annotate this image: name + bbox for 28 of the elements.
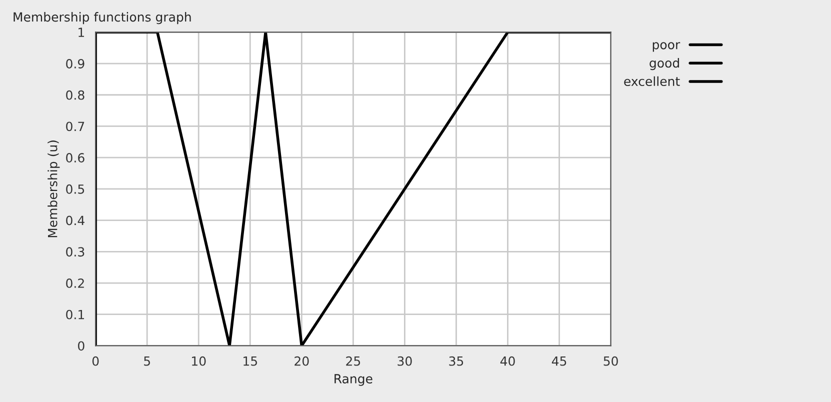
y-tick-label: 0.4 (66, 216, 84, 226)
x-tick-label: 40 (500, 356, 515, 366)
y-tick-label: 0.9 (66, 58, 84, 68)
y-tick-label: 0.8 (66, 90, 84, 100)
x-tick-label: 30 (398, 356, 412, 366)
x-tick-label: 20 (294, 356, 309, 366)
legend-label: excellent (624, 76, 680, 86)
legend-label: good (650, 58, 679, 70)
y-tick-label: 0 (78, 341, 84, 351)
y-axis-title: Membership (u) (48, 140, 60, 238)
y-tick-label: 0.1 (66, 310, 84, 320)
x-tick-label: 50 (604, 356, 618, 366)
x-tick-label: 45 (552, 356, 566, 366)
x-axis-title: Range (334, 374, 372, 386)
x-tick-label: 25 (346, 356, 360, 366)
x-tick-label: 0 (92, 356, 99, 366)
x-tick-label: 35 (449, 356, 464, 366)
y-tick-label: 0.5 (66, 184, 84, 194)
x-tick-label: 5 (144, 356, 150, 366)
y-tick-label: 1 (78, 28, 84, 37)
y-tick-label: 0.6 (66, 153, 84, 163)
y-tick-label: 0.7 (66, 122, 84, 132)
legend-label: poor (652, 42, 680, 52)
chart-title: Membership functions graph (14, 12, 191, 24)
x-tick-label: 10 (192, 356, 206, 366)
x-tick-label: 15 (244, 356, 257, 366)
y-tick-label: 0.3 (66, 247, 84, 257)
y-tick-label: 0.2 (66, 278, 84, 288)
